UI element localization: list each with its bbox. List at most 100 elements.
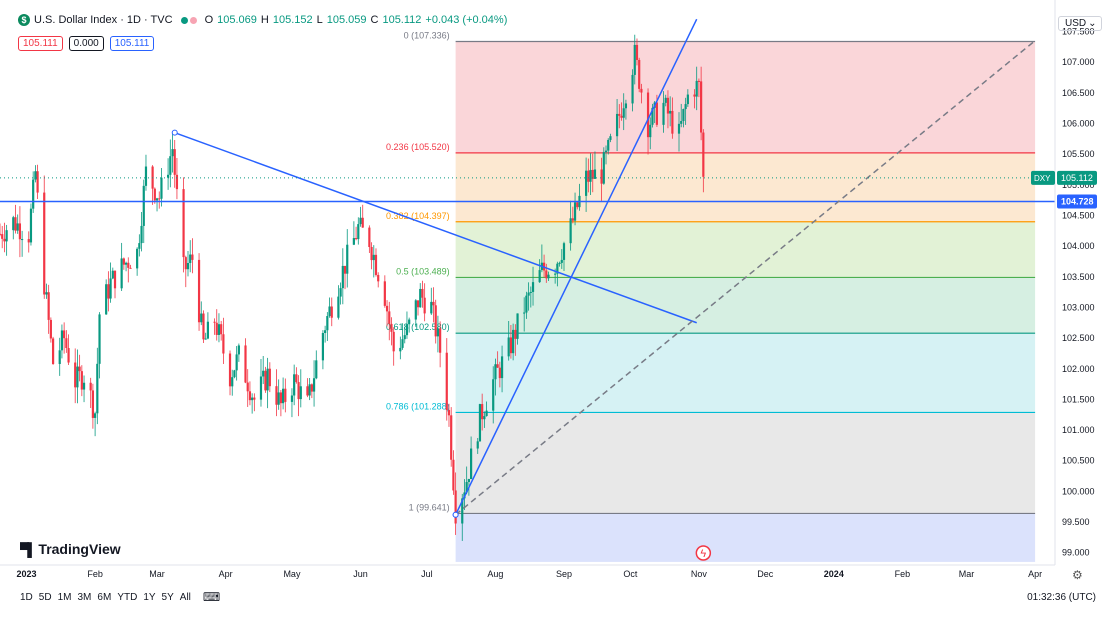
- time-tick-label: Oct: [623, 569, 638, 579]
- time-tick-label: 2023: [17, 569, 37, 579]
- candle-body: [74, 362, 77, 388]
- candle-body: [297, 382, 300, 400]
- candle-body: [144, 166, 148, 186]
- candle-body: [65, 338, 68, 349]
- candle-body: [467, 479, 470, 483]
- candle-body: [279, 392, 282, 404]
- candle-body: [461, 498, 464, 524]
- candle-body: [496, 364, 499, 368]
- candle-body: [27, 239, 30, 243]
- candle-body: [529, 291, 532, 293]
- price-tick-label: 106.000: [1062, 118, 1095, 128]
- candle-body: [346, 244, 349, 274]
- price-tick-label: 99.500: [1062, 517, 1090, 527]
- candle-body: [516, 313, 519, 339]
- dollar-icon: $: [18, 14, 30, 26]
- time-tick-label: May: [283, 569, 301, 579]
- low-value: 105.059: [326, 14, 367, 26]
- range-1d[interactable]: 1D: [20, 591, 33, 603]
- candle-body: [200, 313, 203, 323]
- range-6m[interactable]: 6M: [97, 591, 112, 603]
- candle-body: [5, 230, 8, 242]
- candle-body: [299, 386, 302, 400]
- candle-body: [357, 224, 360, 240]
- clock-time[interactable]: 01:32:36 (UTC): [1027, 591, 1096, 603]
- candle-body: [485, 410, 488, 417]
- candle-body: [43, 192, 46, 295]
- range-1y[interactable]: 1Y: [143, 591, 156, 603]
- candle-body: [447, 410, 451, 416]
- candle-body: [523, 312, 526, 314]
- candle-body: [78, 366, 81, 372]
- price-tick-label: 107.500: [1062, 26, 1095, 36]
- candle-body: [695, 80, 698, 97]
- candle-body: [538, 270, 541, 283]
- range-1m[interactable]: 1M: [57, 591, 72, 603]
- candle-body: [1, 234, 4, 239]
- candle-body: [439, 328, 442, 353]
- candle-body: [36, 171, 39, 193]
- candle-body: [450, 415, 453, 460]
- currency-button[interactable]: USD ⌄: [1058, 16, 1102, 31]
- candle-body: [666, 97, 670, 114]
- candle-body: [155, 198, 159, 201]
- range-5y[interactable]: 5Y: [161, 591, 174, 603]
- candle-body: [651, 107, 654, 125]
- candle-body: [445, 352, 448, 411]
- candle-body: [388, 311, 391, 324]
- candle-body: [129, 267, 132, 269]
- trend-line-3: [455, 40, 1036, 516]
- candle-body: [419, 288, 422, 308]
- candle-body: [220, 324, 223, 335]
- candle-body: [111, 270, 114, 279]
- candle-body: [569, 218, 572, 244]
- candle-body: [434, 305, 437, 337]
- candle-body: [282, 388, 285, 404]
- symbol-title[interactable]: U.S. Dollar Index · 1D · TVC: [34, 14, 173, 26]
- chevron-down-icon: ⌄: [1088, 18, 1097, 29]
- buy-price-button[interactable]: 105.111: [109, 36, 155, 51]
- price-tick-label: 102.500: [1062, 333, 1095, 343]
- open-label: O: [204, 14, 214, 26]
- candle-body: [454, 490, 457, 524]
- range-3m[interactable]: 3M: [77, 591, 92, 603]
- candle-body: [191, 254, 194, 260]
- calendar-icon[interactable]: ⌨: [202, 590, 221, 604]
- candle-body: [361, 217, 364, 228]
- close-label: C: [370, 14, 379, 26]
- close-value: 105.112: [382, 14, 422, 26]
- candle-body: [21, 239, 24, 241]
- candle-body: [498, 367, 501, 379]
- candle-body: [14, 217, 17, 231]
- tradingview-logo: ▀▌ TradingView: [20, 541, 121, 557]
- candle-body: [483, 416, 486, 420]
- candle-body: [686, 94, 689, 105]
- candle-body: [94, 413, 97, 418]
- gear-icon[interactable]: ⚙: [1072, 568, 1083, 582]
- candle-body: [153, 188, 156, 201]
- candle-body: [98, 314, 101, 364]
- time-tick-label: Nov: [691, 569, 708, 579]
- candle-body: [399, 347, 402, 352]
- candle-body: [494, 364, 497, 380]
- market-status-dots[interactable]: [180, 16, 197, 24]
- candle-body: [509, 337, 513, 354]
- candle-body: [158, 198, 161, 200]
- range-ytd[interactable]: YTD: [117, 591, 138, 603]
- candle-body: [321, 332, 325, 361]
- candle-body: [615, 113, 619, 137]
- candle-body: [326, 316, 329, 331]
- range-5d[interactable]: 5D: [38, 591, 52, 603]
- candle-body: [624, 103, 628, 109]
- trade-price-boxes: 105.111 0.000 105.111: [18, 36, 155, 51]
- candle-body: [127, 262, 130, 268]
- range-all[interactable]: All: [179, 591, 191, 603]
- candle-body: [562, 243, 566, 260]
- sell-price-button[interactable]: 105.111: [18, 36, 63, 51]
- candle-body: [293, 374, 296, 396]
- price-tick-label: 99.000: [1062, 548, 1090, 558]
- candle-body: [47, 292, 50, 320]
- candle-body: [607, 139, 610, 151]
- candle-body: [96, 363, 99, 414]
